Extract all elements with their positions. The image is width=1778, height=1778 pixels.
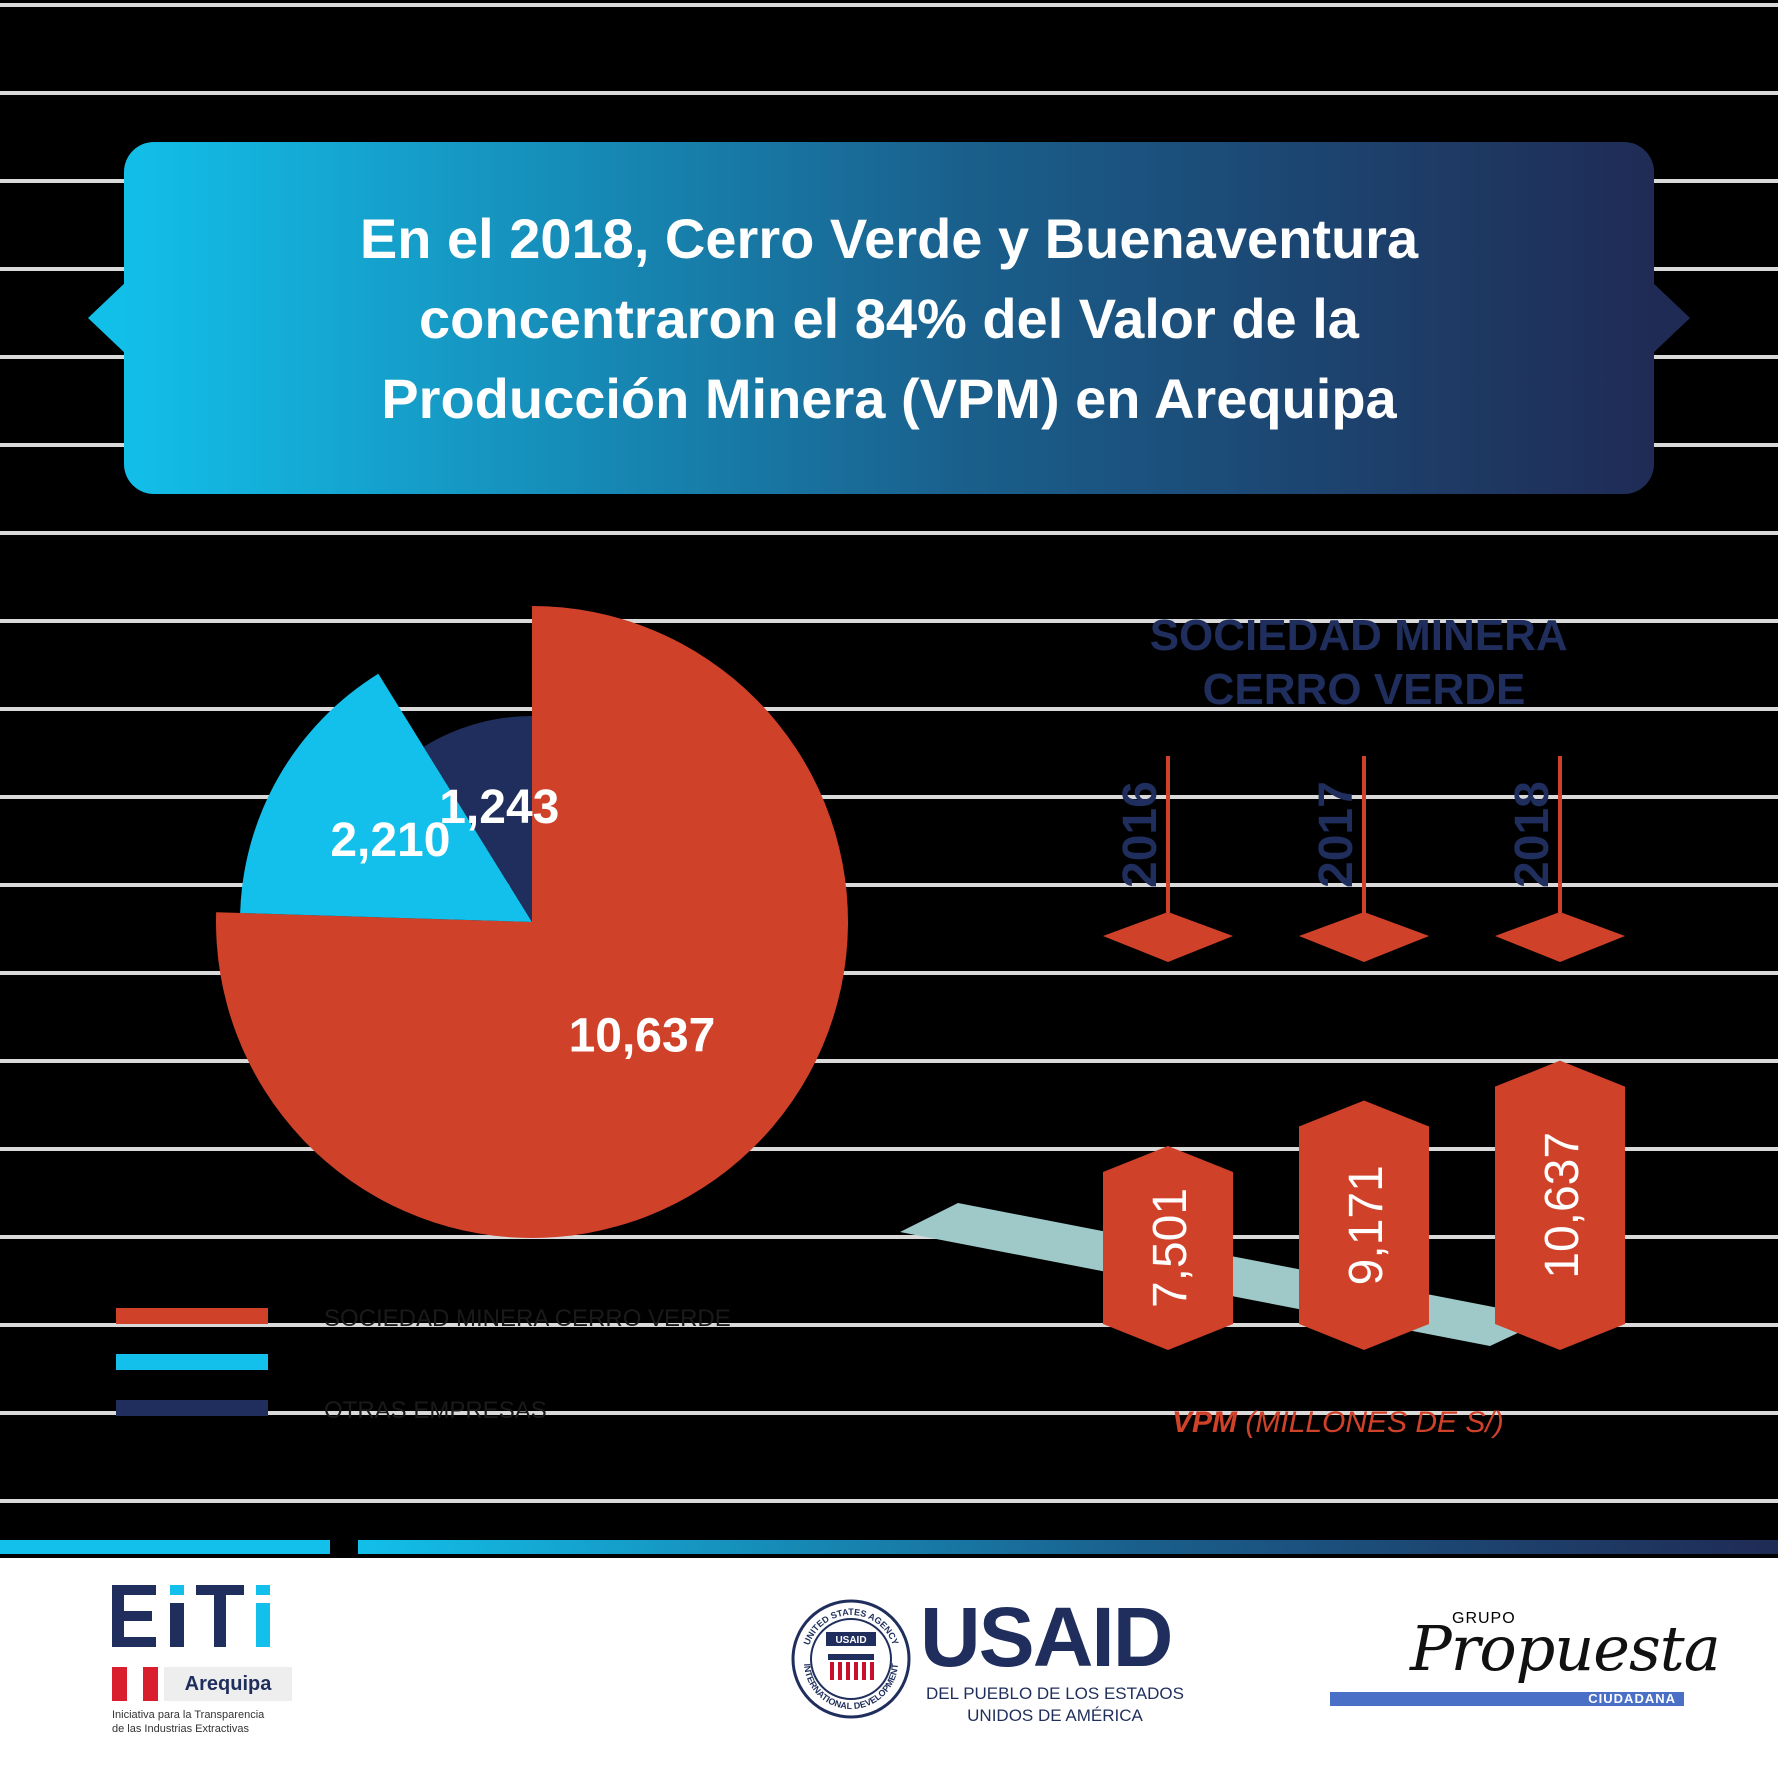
- footer-accent-gradient: [358, 1540, 1778, 1554]
- year-diamond: [1299, 912, 1429, 962]
- pie-slice-label: 2,210: [330, 814, 450, 867]
- bar-series: 2016 7,501 2017 9,171 2018 10,637: [1103, 756, 1625, 1350]
- bar-chart-title-line-1: SOCIEDAD MINERA: [1150, 611, 1567, 660]
- background-stripe: [0, 971, 1778, 975]
- footer: Arequipa Iniciativa para la Transparenci…: [0, 1558, 1778, 1778]
- background-stripe: [0, 1323, 1778, 1327]
- pie-slice-label: 10,637: [569, 1009, 716, 1062]
- background-stripe: [0, 707, 1778, 711]
- year-label: 2017: [1310, 781, 1363, 888]
- legend-label: SOCIEDAD MINERA CERRO VERDE: [324, 1305, 731, 1332]
- propuesta-small-label: GRUPO: [1452, 1610, 1516, 1627]
- svg-text:USAID: USAID: [835, 1635, 866, 1646]
- bar-axis-label: VPM (MILLONES DE S/): [1172, 1406, 1504, 1439]
- axis-label-bold: VPM: [1172, 1406, 1238, 1439]
- usaid-wordmark: USAID: [920, 1590, 1173, 1684]
- usaid-tagline-1: DEL PUEBLO DE LOS ESTADOS: [926, 1684, 1184, 1703]
- year-diamond: [1103, 912, 1233, 962]
- propuesta-bar-text: CIUDADANA: [1588, 1691, 1676, 1706]
- peru-flag-icon: [112, 1667, 158, 1701]
- bar-value-label: 7,501: [1144, 1188, 1197, 1308]
- eiti-caption-2: de las Industrias Extractivas: [112, 1723, 249, 1735]
- year-label: 2016: [1114, 781, 1167, 888]
- background-stripe: [0, 1147, 1778, 1151]
- bar: [1495, 1060, 1625, 1350]
- banner-background: [124, 142, 1654, 494]
- background-stripe: [0, 1235, 1778, 1239]
- bar: [1299, 1100, 1429, 1350]
- background-stripe: [0, 795, 1778, 799]
- footer-accent-cyan: [0, 1540, 330, 1554]
- eiti-region-label: Arequipa: [164, 1667, 292, 1701]
- bar-chart-title-line-2: CERRO VERDE: [1203, 665, 1526, 714]
- title-line-2: concentraron el 84% del Valor de la: [419, 287, 1360, 350]
- background-stripe: [0, 1411, 1778, 1415]
- usaid-tagline-2: UNIDOS DE AMÉRICA: [967, 1706, 1143, 1725]
- eiti-logo: Arequipa Iniciativa para la Transparenci…: [108, 1585, 308, 1735]
- bar: [1103, 1145, 1233, 1350]
- propuesta-logo: GRUPO Propuesta CIUDADANA: [1330, 1608, 1721, 1728]
- pie-slice-label: 1,243: [439, 781, 559, 834]
- title-banner: En el 2018, Cerro Verde y Buenaventura c…: [88, 142, 1690, 494]
- banner-left-point: [88, 280, 128, 356]
- legend-swatch: [116, 1400, 268, 1416]
- legend-label: OTRAS EMPRESAS: [324, 1397, 547, 1424]
- axis-label-units: (MILLONES DE S/): [1237, 1406, 1504, 1439]
- usaid-wordmark-text: USAID: [920, 1590, 1173, 1684]
- legend-swatch: [116, 1308, 268, 1324]
- background-stripe: [0, 1059, 1778, 1063]
- usaid-logo: UNITED STATES AGENCY INTERNATIONAL DEVEL…: [790, 1592, 1190, 1738]
- bar-chart-title: SOCIEDAD MINERA CERRO VERDE: [1150, 611, 1579, 714]
- propuesta-bar: CIUDADANA: [1330, 1691, 1684, 1706]
- background-stripe: [0, 1499, 1778, 1503]
- year-diamond: [1495, 912, 1625, 962]
- bar-chart: SOCIEDAD MINERA CERRO VERDE 20167,501201…: [900, 611, 1625, 1439]
- background-stripe: [0, 91, 1778, 95]
- banner-right-point: [1650, 280, 1690, 356]
- title-line-1: En el 2018, Cerro Verde y Buenaventura: [360, 207, 1419, 270]
- usaid-seal-icon: UNITED STATES AGENCY INTERNATIONAL DEVEL…: [791, 1599, 911, 1719]
- background-stripe: [0, 531, 1778, 535]
- title-line-3: Producción Minera (VPM) en Arequipa: [381, 367, 1397, 430]
- pie-legend: SOCIEDAD MINERA CERRO VERDE OTRAS EMPRESA…: [116, 1305, 731, 1424]
- bar-value-label: 9,171: [1340, 1165, 1393, 1285]
- bar-value-label: 10,637: [1536, 1132, 1589, 1279]
- legend-swatch: [116, 1354, 268, 1370]
- pie-slice: [240, 673, 532, 922]
- year-label: 2018: [1506, 781, 1559, 888]
- propuesta-name: Propuesta: [1410, 1612, 1721, 1685]
- eiti-wordmark-icon: [112, 1585, 270, 1647]
- background-stripe: [0, 883, 1778, 887]
- pie-slice: [423, 716, 532, 922]
- eiti-caption-1: Iniciativa para la Transparencia: [112, 1709, 265, 1721]
- background-stripe: [0, 619, 1778, 623]
- background-stripe: [0, 3, 1778, 7]
